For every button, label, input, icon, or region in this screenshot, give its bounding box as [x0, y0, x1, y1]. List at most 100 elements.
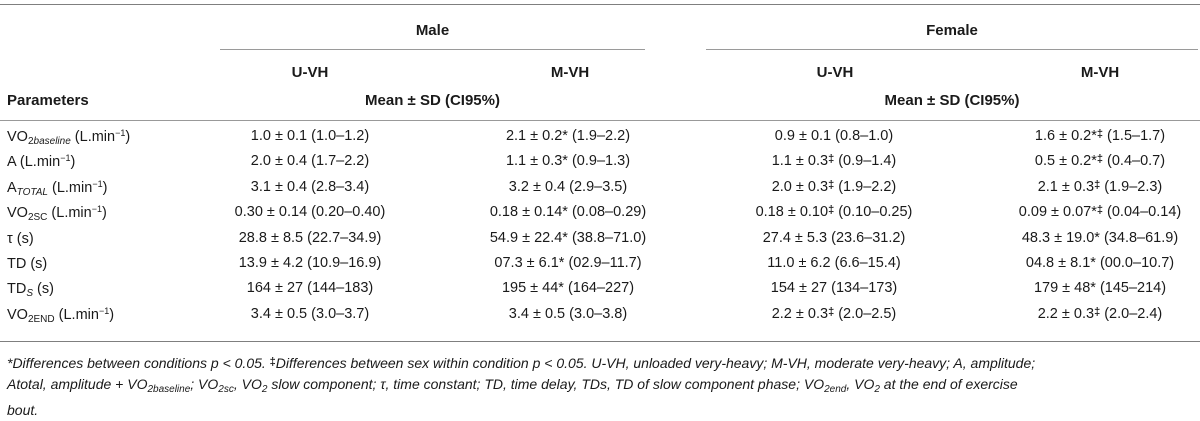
cell-value: 28.8 ± 8.5 (22.7–34.9)	[238, 230, 382, 246]
cell-value: 11.0 ± 6.2	[767, 255, 831, 271]
cell-fem-u: 2.0 ± 0.3‡ (1.9–2.2)	[724, 179, 944, 195]
cell-fem-m: 0.09 ± 0.07*‡ (0.04–0.14)	[990, 204, 1200, 220]
cell-fem-m: 48.3 ± 19.0* (34.8–61.9)	[990, 230, 1200, 246]
footnote-text-8: at the end of exercise	[879, 376, 1018, 392]
row-label-end: )	[102, 180, 108, 196]
cell-ci: (1.5–1.7)	[1103, 128, 1166, 144]
cell-male-u: 28.8 ± 8.5 (22.7–34.9)	[200, 230, 420, 246]
cell-fem-u: 2.2 ± 0.3‡ (2.0–2.5)	[724, 306, 944, 322]
cell-ci: (23.6–31.2)	[827, 230, 906, 246]
cell-fem-m: 0.5 ± 0.2*‡ (0.4–0.7)	[990, 153, 1200, 169]
footnote-mark: ‡	[269, 356, 276, 368]
row-label: VO2SC (L.min−1)	[7, 204, 107, 223]
cell-value: 0.30 ± 0.14 (0.20–0.40)	[234, 204, 386, 220]
cell-male-u: 0.30 ± 0.14 (0.20–0.40)	[200, 204, 420, 220]
cell-ci: (2.0–2.5)	[834, 306, 897, 322]
cell-value: 0.18 ± 0.10	[755, 204, 829, 220]
row-label-sup: −1	[92, 179, 103, 189]
cell-value: 13.9 ± 4.2 (10.9–16.9)	[238, 255, 382, 271]
cell-fem-m: 04.8 ± 8.1* (00.0–10.7)	[990, 255, 1200, 271]
cell-value: 1.0 ± 0.1 (1.0–1.2)	[250, 128, 370, 144]
cell-ci: (0.4–0.7)	[1103, 153, 1166, 169]
cell-ci: (164–227)	[563, 280, 635, 296]
cell-value: 1.1 ± 0.3*	[505, 153, 568, 169]
cell-ci: (02.9–11.7)	[564, 255, 642, 271]
cell-male-m: 195 ± 44* (164–227)	[458, 280, 678, 296]
row-label-sup: −1	[60, 153, 71, 163]
cell-value: 0.9 ± 0.1	[774, 128, 832, 144]
cell-male-u: 2.0 ± 0.4 (1.7–2.2)	[200, 153, 420, 169]
parameters-header: Parameters	[7, 92, 89, 109]
row-label-end: )	[102, 205, 107, 221]
row-label: VO2END (L.min−1)	[7, 306, 114, 325]
footnote-sub-5: 2	[261, 384, 268, 395]
group-underline-male	[220, 49, 645, 50]
cell-male-m: 3.4 ± 0.5 (3.0–3.8)	[458, 306, 678, 322]
cell-male-u: 1.0 ± 0.1 (1.0–1.2)	[200, 128, 420, 144]
sex-difference-mark: ‡	[1094, 179, 1101, 191]
cell-male-m: 07.3 ± 6.1* (02.9–11.7)	[458, 255, 678, 271]
stat-header-female: Mean ± SD (CI95%)	[884, 92, 1020, 109]
footnote-sub-3: 2baseline	[147, 384, 191, 395]
row-label: VO2baseline (L.min−1)	[7, 128, 130, 147]
sex-difference-mark: ‡	[1096, 153, 1104, 165]
cell-fem-m: 179 ± 48* (145–214)	[990, 280, 1200, 296]
cell-ci: (0.04–0.14)	[1103, 204, 1182, 220]
row-label-sub: 2	[27, 136, 34, 147]
row-label-sup: −1	[91, 204, 102, 214]
cell-value: 2.1 ± 0.3	[1037, 179, 1095, 195]
row-label: TDS (s)	[7, 280, 54, 299]
cell-ci: (34.8–61.9)	[1099, 230, 1179, 246]
cell-value: 0.5 ± 0.2*	[1034, 153, 1097, 169]
cell-ci: (2.9–3.5)	[565, 179, 628, 195]
footnote-sub-7: 2	[874, 384, 880, 395]
cell-fem-m: 2.2 ± 0.3‡ (2.0–2.4)	[990, 306, 1200, 322]
cell-value: 2.2 ± 0.3	[1037, 306, 1095, 322]
row-label: τ (s)	[7, 230, 34, 249]
cell-ci: (1.9–2.3)	[1100, 179, 1163, 195]
col-header-female-uvh: U-VH	[816, 64, 854, 81]
footnote-text-3: Atotal, amplitude + VO	[7, 376, 148, 392]
footnote-text-2: Differences between sex within condition…	[275, 355, 1036, 371]
cell-male-m: 2.1 ± 0.2* (1.9–2.2)	[458, 128, 678, 144]
cell-value: 48.3 ± 19.0*	[1021, 230, 1100, 246]
row-label-unit: (s)	[33, 281, 54, 297]
col-header-female-mvh: M-VH	[1080, 64, 1120, 81]
row-label: ATOTAL (L.min−1)	[7, 179, 107, 198]
cell-value: 179 ± 48*	[1033, 280, 1096, 296]
cell-ci: (0.9–1.3)	[567, 153, 631, 169]
row-label-unit: (L.min	[47, 205, 92, 221]
cell-ci: (145–214)	[1095, 280, 1167, 296]
row-label-main: TD (s)	[7, 256, 48, 272]
footnote-text-6: slow component; τ, time constant; TD, ti…	[267, 376, 825, 392]
cell-value: 2.1 ± 0.2*	[505, 128, 568, 144]
sex-difference-mark: ‡	[1094, 306, 1101, 318]
group-header-male: Male	[415, 22, 450, 39]
row-label-sub: 2SC	[27, 212, 48, 223]
cell-ci: (38.8–71.0)	[567, 230, 647, 246]
row-label-sup: −1	[98, 306, 110, 316]
col-header-male-mvh: M-VH	[550, 64, 590, 81]
row-label-main: TD	[7, 281, 27, 297]
header-bottom-rule	[0, 120, 1200, 121]
cell-value: 0.18 ± 0.14*	[489, 204, 568, 220]
cell-value: 2.0 ± 0.3	[771, 179, 829, 195]
cell-male-m: 3.2 ± 0.4 (2.9–3.5)	[458, 179, 678, 195]
sex-difference-mark: ‡	[828, 306, 835, 318]
footnote-sub-4: 2sc	[218, 384, 234, 395]
cell-value: 54.9 ± 22.4*	[489, 230, 568, 246]
cell-fem-u: 11.0 ± 6.2 (6.6–15.4)	[724, 255, 944, 271]
cell-male-u: 13.9 ± 4.2 (10.9–16.9)	[200, 255, 420, 271]
table-top-rule	[0, 4, 1200, 5]
cell-male-u: 3.4 ± 0.5 (3.0–3.7)	[200, 306, 420, 322]
footnote-sub-6: 2end	[824, 384, 847, 395]
sex-difference-mark: ‡	[828, 153, 835, 165]
footnote-text-4: ; VO	[190, 376, 219, 392]
cell-ci: (2.0–2.4)	[1100, 306, 1163, 322]
footnote-text-1: *Differences between conditions p < 0.05…	[7, 355, 270, 371]
cell-ci: (6.6–15.4)	[830, 255, 901, 271]
cell-ci: (0.9–1.4)	[834, 153, 897, 169]
col-header-male-uvh: U-VH	[291, 64, 329, 81]
row-label-main: A	[7, 180, 17, 196]
row-label-sub: 2END	[27, 314, 55, 325]
